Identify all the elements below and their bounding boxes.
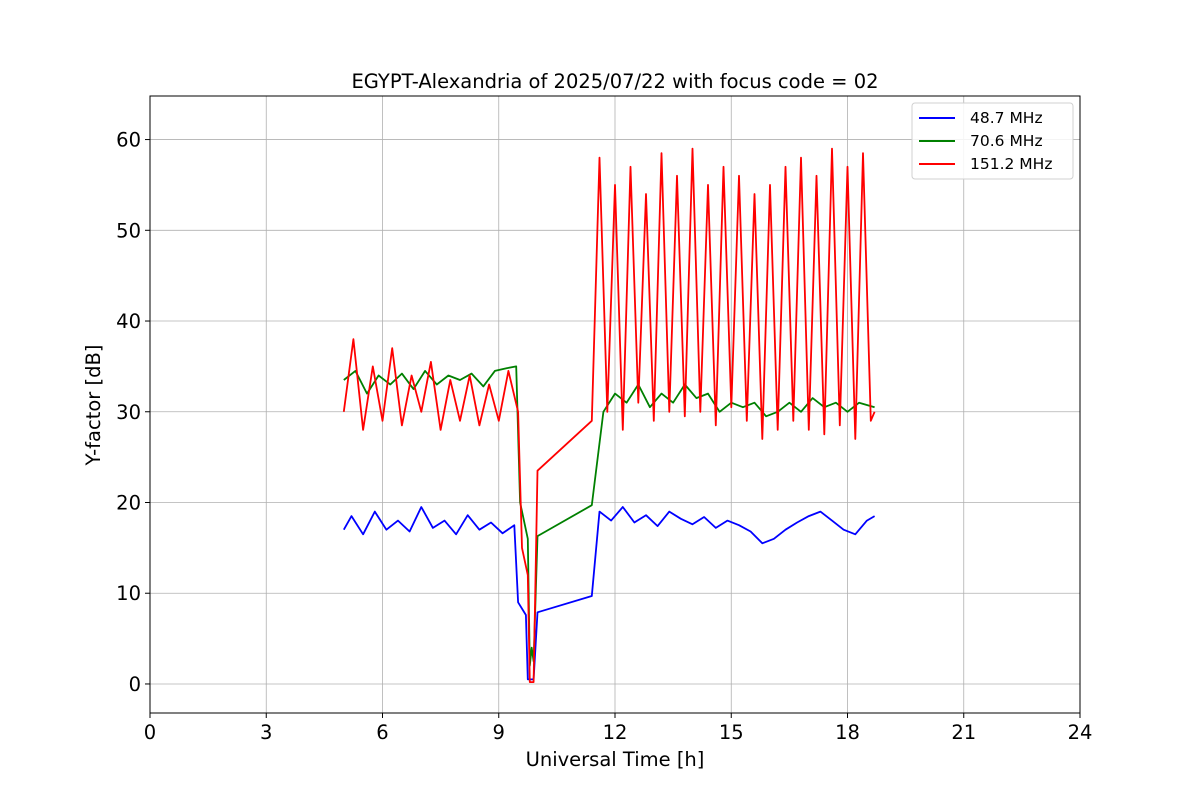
y-tick-label: 30 — [116, 401, 141, 424]
legend-box — [911, 102, 1074, 180]
legend: 48.7 MHz 70.6 MHz 151.2 MHz — [911, 102, 1074, 180]
x-tick-label: 21 — [951, 721, 976, 744]
y-tick-label: 20 — [116, 491, 141, 514]
legend-label: 151.2 MHz — [970, 155, 1052, 173]
y-tick-label: 0 — [129, 673, 141, 696]
x-tick-label: 6 — [376, 721, 388, 744]
y-axis-label: Y-factor [dB] — [82, 345, 105, 467]
x-tick-label: 24 — [1068, 721, 1093, 744]
y-tick-label: 10 — [116, 582, 141, 605]
series-line-1 — [343, 506, 876, 681]
y-tick-label: 60 — [116, 129, 141, 152]
y-tick-label: 50 — [116, 219, 141, 242]
legend-label: 70.6 MHz — [970, 132, 1043, 150]
x-axis-label: Universal Time [h] — [526, 748, 705, 771]
x-axis: 0 3 6 9 12 15 18 21 24 — [144, 713, 1093, 744]
chart-title: EGYPT-Alexandria of 2025/07/22 with focu… — [351, 70, 878, 93]
y-axis: 0 10 20 30 40 50 60 — [116, 129, 150, 696]
x-tick-label: 12 — [603, 721, 628, 744]
legend-label: 48.7 MHz — [970, 109, 1043, 127]
x-tick-label: 3 — [260, 721, 272, 744]
y-tick-label: 40 — [116, 310, 141, 333]
series-layer — [342, 147, 876, 683]
x-tick-label: 15 — [719, 721, 744, 744]
x-tick-label: 9 — [493, 721, 505, 744]
x-tick-label: 0 — [144, 721, 156, 744]
x-tick-label: 18 — [835, 721, 860, 744]
series-line-3 — [342, 147, 876, 683]
